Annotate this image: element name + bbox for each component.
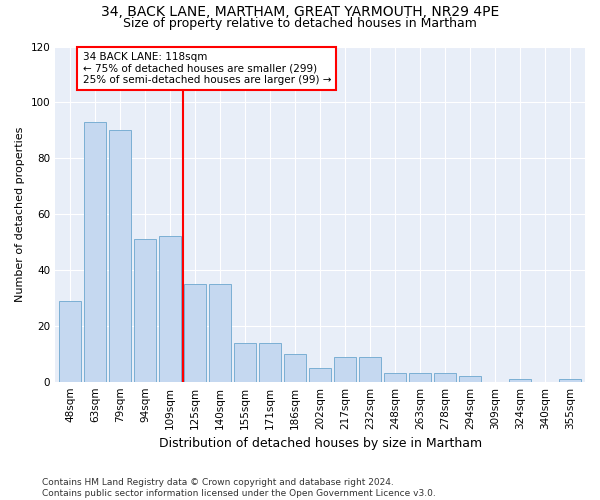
Bar [334,356,356,382]
Y-axis label: Number of detached properties: Number of detached properties [15,126,25,302]
Bar [409,374,431,382]
Bar [184,284,206,382]
Bar [84,122,106,382]
Text: Contains HM Land Registry data © Crown copyright and database right 2024.
Contai: Contains HM Land Registry data © Crown c… [42,478,436,498]
Bar [459,376,481,382]
Bar [234,342,256,382]
Bar [159,236,181,382]
Bar [109,130,131,382]
Bar [134,239,157,382]
Bar [359,356,382,382]
Bar [59,300,82,382]
Bar [434,374,456,382]
X-axis label: Distribution of detached houses by size in Martham: Distribution of detached houses by size … [158,437,482,450]
Text: 34, BACK LANE, MARTHAM, GREAT YARMOUTH, NR29 4PE: 34, BACK LANE, MARTHAM, GREAT YARMOUTH, … [101,5,499,19]
Bar [509,379,531,382]
Bar [309,368,331,382]
Bar [559,379,581,382]
Bar [384,374,406,382]
Text: 34 BACK LANE: 118sqm
← 75% of detached houses are smaller (299)
25% of semi-deta: 34 BACK LANE: 118sqm ← 75% of detached h… [83,52,331,86]
Bar [284,354,307,382]
Bar [209,284,232,382]
Text: Size of property relative to detached houses in Martham: Size of property relative to detached ho… [123,18,477,30]
Bar [259,342,281,382]
